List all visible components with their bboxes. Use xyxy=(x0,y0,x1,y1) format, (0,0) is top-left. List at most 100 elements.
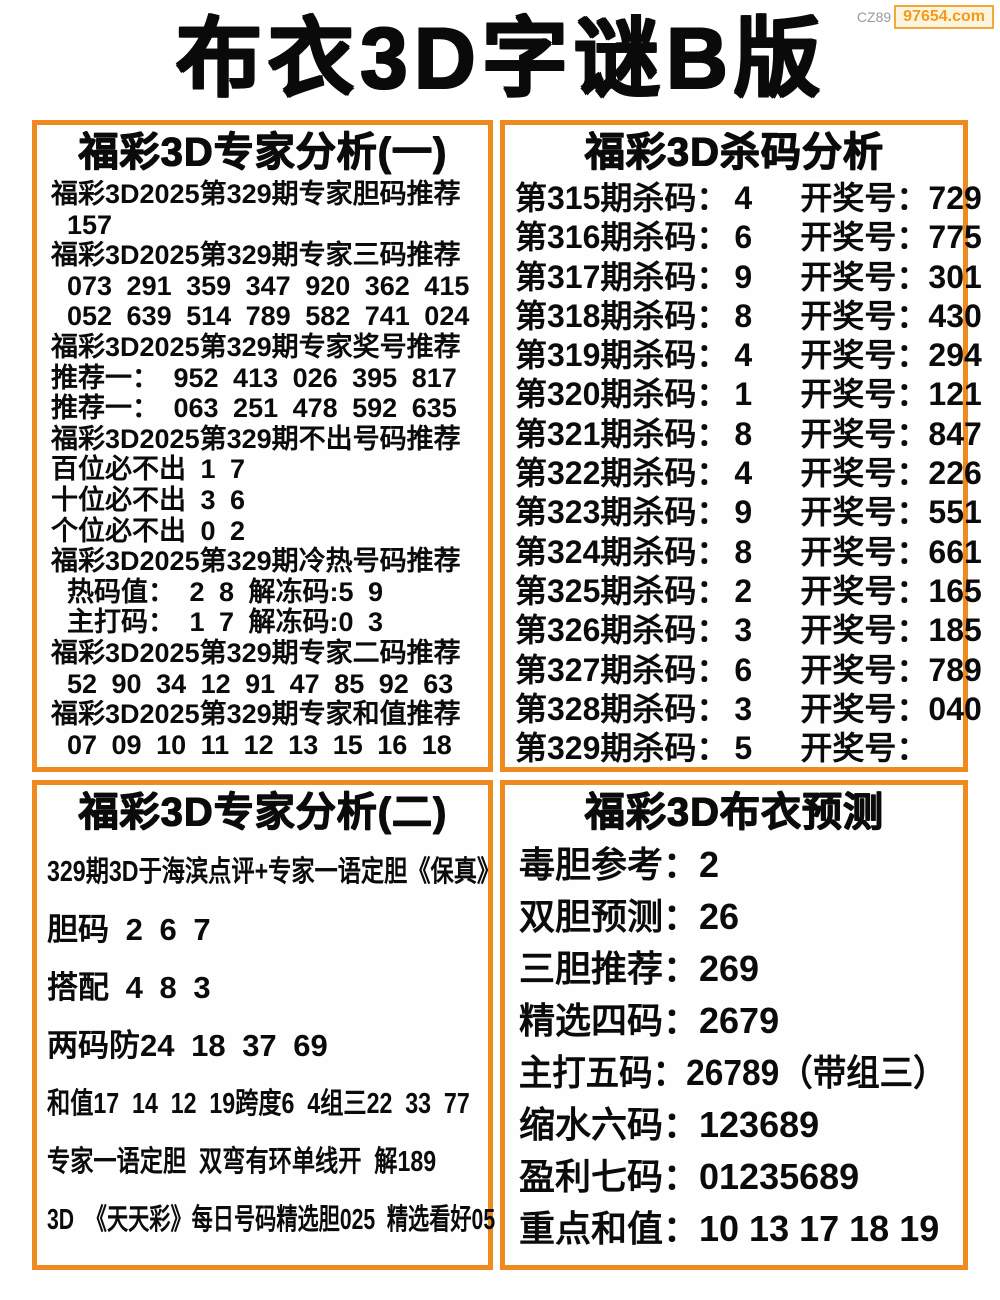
forecast-row: 重点和值： 10 13 17 18 19 xyxy=(515,1203,953,1255)
forecast-row: 三胆推荐： 269 xyxy=(515,943,953,995)
kill-digit-value: 3 xyxy=(734,612,753,649)
forecast-value: 269 xyxy=(699,948,760,989)
panel-expert-analysis-2: 福彩3D专家分析(二) 329期3D于海滨点评+专家一语定胆《保真》 胆码 2 6… xyxy=(32,780,500,1270)
analysis-line: 福彩3D2025第329期冷热号码推荐 xyxy=(51,546,461,577)
kill-code-rows: 第315期杀码： 4 开奖号： 729 第316期杀码： 6 开奖号： 775 … xyxy=(511,179,982,768)
expert-analysis-2-lines: 329期3D于海滨点评+专家一语定胆《保真》 胆码 2 6 7 搭配 4 8 3 两码… xyxy=(47,843,500,1249)
draw-number-label: 开奖号： xyxy=(800,337,929,374)
kill-code-row: 第327期杀码： 6 开奖号： 789 xyxy=(511,651,982,690)
forecast-value: 123689 xyxy=(699,1104,820,1145)
draw-number-value: 789 xyxy=(928,651,982,688)
kill-digit-value: 9 xyxy=(734,494,753,531)
kill-period-label: 第325期杀码： xyxy=(515,572,729,609)
kill-period-label: 第320期杀码： xyxy=(515,376,729,413)
draw-number-value: 226 xyxy=(928,455,982,492)
forecast-label: 主打五码： xyxy=(518,1052,687,1093)
forecast-label: 三胆推荐： xyxy=(519,948,700,989)
analysis-line: 热码值： 2 8 解冻码:5 9 xyxy=(67,576,384,607)
panel-buyi-forecast: 福彩3D布衣预测 毒胆参考： 2 双胆预测： 26 三胆推荐： 269 精选四码… xyxy=(500,780,968,1270)
kill-digit-value: 9 xyxy=(734,258,753,295)
forecast-row: 盈利七码： 01235689 xyxy=(515,1151,953,1203)
analysis-line: 07 09 10 11 12 13 15 16 18 xyxy=(67,729,452,760)
analysis-line: 主打码： 1 7 解冻码:0 3 xyxy=(67,607,384,638)
draw-number-label: 开奖号： xyxy=(800,572,929,609)
kill-code-row: 第317期杀码： 9 开奖号： 301 xyxy=(511,258,982,297)
kill-period-label: 第327期杀码： xyxy=(515,651,729,688)
kill-digit-value: 4 xyxy=(734,337,753,374)
kill-code-row: 第324期杀码： 8 开奖号： 661 xyxy=(511,533,982,572)
draw-number-label: 开奖号： xyxy=(800,612,929,649)
forecast-row: 毒胆参考： 2 xyxy=(515,839,953,891)
kill-digit-value: 2 xyxy=(734,572,753,609)
forecast-value: 26 xyxy=(699,896,740,937)
buyi-forecast-rows: 毒胆参考： 2 双胆预测： 26 三胆推荐： 269 精选四码： 2679 主打… xyxy=(515,839,953,1255)
draw-number-value: 294 xyxy=(928,337,982,374)
draw-number-label: 开奖号： xyxy=(800,415,929,452)
kill-code-row: 第316期杀码： 6 开奖号： 775 xyxy=(511,218,982,257)
draw-number-label: 开奖号： xyxy=(800,494,929,531)
forecast-label: 毒胆参考： xyxy=(519,844,700,885)
kill-period-label: 第321期杀码： xyxy=(515,415,729,452)
kill-digit-value: 8 xyxy=(734,415,753,452)
kill-period-label: 第326期杀码： xyxy=(515,612,729,649)
analysis-line: 和值17 14 12 19跨度6 4组三22 33 77 xyxy=(47,1088,470,1120)
draw-number-value: 775 xyxy=(928,219,982,256)
kill-code-row: 第322期杀码： 4 开奖号： 226 xyxy=(511,454,982,493)
watermark-prefix: CZ89 xyxy=(856,9,892,25)
analysis-line: 搭配 4 8 3 xyxy=(47,970,211,1005)
kill-digit-value: 1 xyxy=(734,376,753,413)
kill-code-row: 第320期杀码： 1 开奖号： 121 xyxy=(511,375,982,414)
draw-number-value: 430 xyxy=(928,297,982,334)
watermark: CZ89 97654.com xyxy=(857,5,994,29)
analysis-line: 个位必不出 0 2 xyxy=(51,515,246,546)
draw-number-value: 121 xyxy=(928,376,982,413)
kill-digit-value: 8 xyxy=(734,297,753,334)
analysis-line: 推荐一： 063 251 478 592 635 xyxy=(51,393,457,424)
kill-code-row: 第326期杀码： 3 开奖号： 185 xyxy=(511,611,982,650)
watermark-site-link[interactable]: 97654.com xyxy=(894,5,994,29)
panel-buyi-forecast-header: 福彩3D布衣预测 xyxy=(584,790,884,834)
kill-code-row: 第318期杀码： 8 开奖号： 430 xyxy=(511,297,982,336)
kill-period-label: 第318期杀码： xyxy=(515,297,729,334)
kill-code-row: 第321期杀码： 8 开奖号： 847 xyxy=(511,415,982,454)
analysis-line: 3D 《天天彩》每日号码精选胆025 精选看好05 xyxy=(47,1204,496,1236)
forecast-label: 缩水六码： xyxy=(519,1104,700,1145)
panel-expert-analysis-1-header: 福彩3D专家分析(一) xyxy=(78,130,447,174)
kill-code-row: 第325期杀码： 2 开奖号： 165 xyxy=(511,572,982,611)
draw-number-label: 开奖号： xyxy=(800,219,929,256)
kill-period-label: 第329期杀码： xyxy=(515,730,729,767)
kill-digit-value: 8 xyxy=(734,533,753,570)
kill-code-row: 第328期杀码： 3 开奖号： 040 xyxy=(511,690,982,729)
draw-number-label: 开奖号： xyxy=(800,690,929,727)
forecast-row: 缩水六码： 123689 xyxy=(515,1099,953,1151)
analysis-line: 两码防24 18 37 69 xyxy=(47,1028,328,1063)
forecast-label: 重点和值： xyxy=(519,1208,700,1249)
analysis-line: 十位必不出 3 6 xyxy=(51,484,246,515)
panel-expert-analysis-1: 福彩3D专家分析(一) 福彩3D2025第329期专家胆码推荐 157 福彩3D20… xyxy=(32,120,493,772)
kill-period-label: 第328期杀码： xyxy=(515,690,729,727)
kill-period-label: 第317期杀码： xyxy=(515,258,729,295)
draw-number-label: 开奖号： xyxy=(800,533,929,570)
kill-period-label: 第316期杀码： xyxy=(515,219,729,256)
kill-period-label: 第319期杀码： xyxy=(515,337,729,374)
draw-number-value: 165 xyxy=(928,572,982,609)
forecast-label: 精选四码： xyxy=(519,1000,700,1041)
analysis-line: 福彩3D2025第329期专家和值推荐 xyxy=(51,699,461,730)
forecast-row: 精选四码： 2679 xyxy=(515,995,953,1047)
analysis-line: 52 90 34 12 91 47 85 92 63 xyxy=(67,668,454,699)
kill-digit-value: 4 xyxy=(734,455,753,492)
draw-number-label: 开奖号： xyxy=(800,180,929,216)
forecast-value: 01235689 xyxy=(699,1156,860,1197)
draw-number-value: 185 xyxy=(928,612,982,649)
analysis-line: 胆码 2 6 7 xyxy=(47,912,211,947)
panel-kill-code-analysis-header: 福彩3D杀码分析 xyxy=(584,130,884,174)
draw-number-label: 开奖号： xyxy=(800,730,929,767)
draw-number-value: 661 xyxy=(928,533,982,570)
forecast-value: 10 13 17 18 19 xyxy=(699,1208,940,1249)
kill-code-row: 第319期杀码： 4 开奖号： 294 xyxy=(511,336,982,375)
analysis-line: 福彩3D2025第329期专家三码推荐 xyxy=(51,240,461,271)
draw-number-label: 开奖号： xyxy=(800,258,929,295)
kill-digit-value: 3 xyxy=(734,690,753,727)
draw-number-value: 551 xyxy=(928,494,982,531)
